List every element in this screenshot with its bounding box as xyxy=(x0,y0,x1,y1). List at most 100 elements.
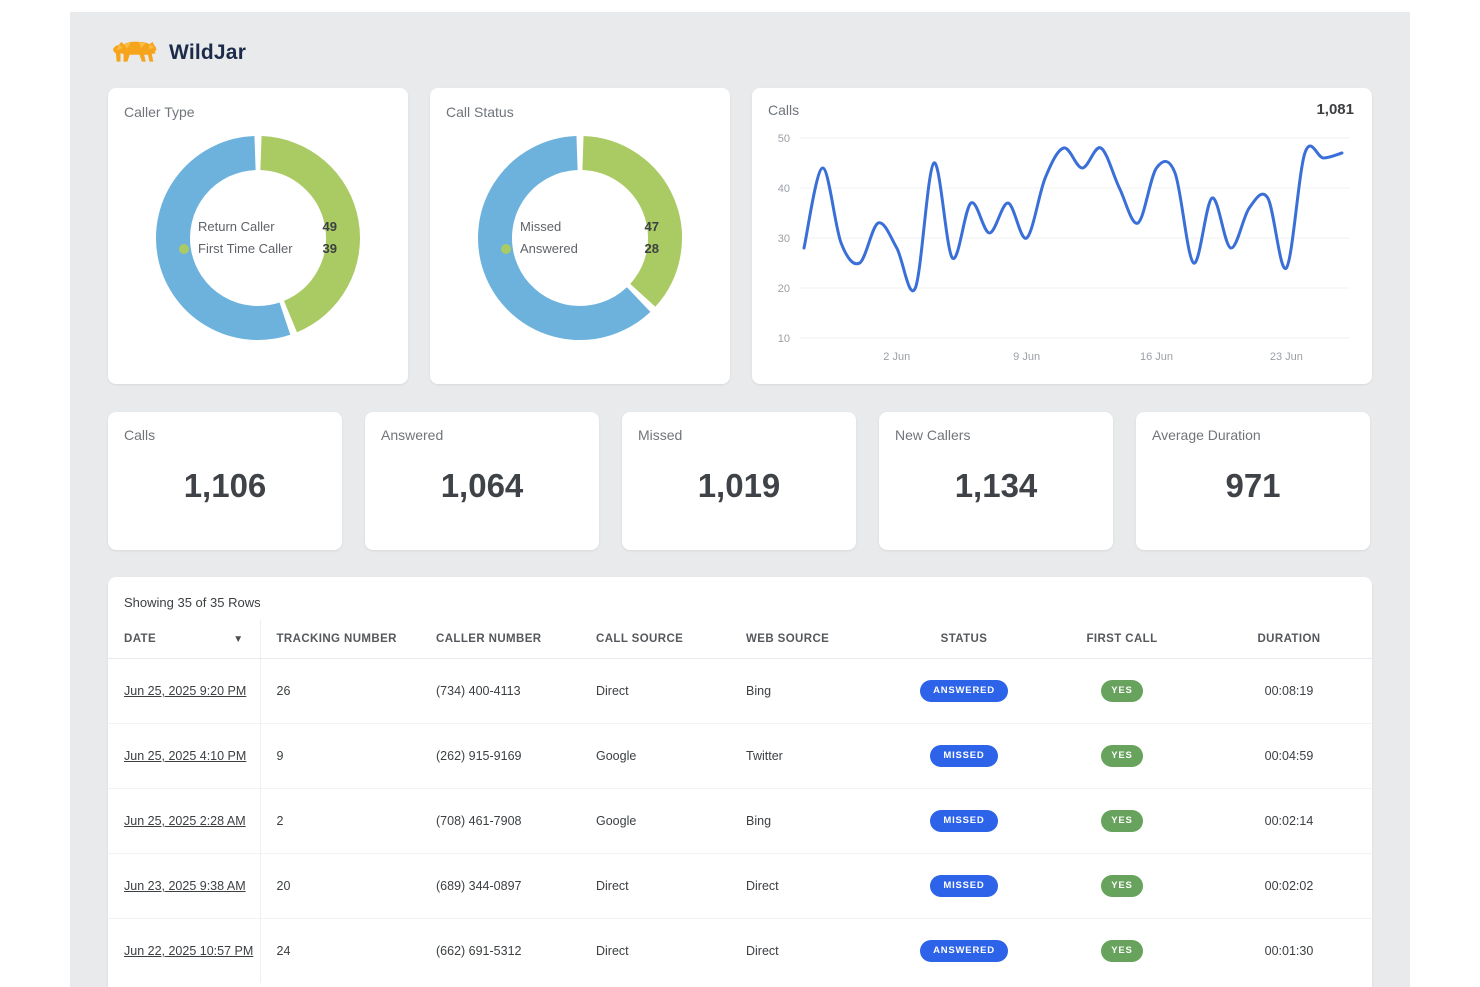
table-header-row: Date ▼ Tracking Number Caller Number Cal… xyxy=(108,620,1372,659)
stat-label: Answered xyxy=(381,427,444,443)
call-date-link[interactable]: Jun 25, 2025 4:10 PM xyxy=(124,749,247,763)
stat-value: 1,064 xyxy=(440,467,524,504)
table-row: Jun 25, 2025 2:28 AM 2 (708) 461-7908 Googl… xyxy=(108,788,1372,854)
first-call-badge: YES xyxy=(1101,810,1143,832)
first-call-badge: YES xyxy=(1101,680,1143,702)
x-axis-label: 16 Jun xyxy=(1140,351,1173,363)
cell-tracking-number: 2 xyxy=(260,788,420,854)
cell-status: MISSED xyxy=(890,853,1038,919)
stat-label: New Callers xyxy=(895,427,971,443)
stat-label: Calls xyxy=(124,427,156,443)
column-header-caller-number[interactable]: Caller Number xyxy=(420,620,580,659)
call-status-title: Call Status xyxy=(446,104,514,120)
cell-status: ANSWERED xyxy=(890,659,1038,724)
status-badge: ANSWERED xyxy=(920,680,1008,702)
stat-value: 971 xyxy=(1225,467,1281,504)
cell-caller-number: (734) 400-4113 xyxy=(436,684,521,698)
cell-first-call: YES xyxy=(1038,723,1206,789)
column-header-status[interactable]: Status xyxy=(890,620,1038,659)
column-header-tracking-number[interactable]: Tracking Number xyxy=(260,620,420,659)
status-badge: MISSED xyxy=(930,810,998,832)
call-date-link[interactable]: Jun 25, 2025 2:28 AM xyxy=(124,814,246,828)
stat-value: 1,019 xyxy=(697,467,781,504)
stat-label: Missed xyxy=(638,427,683,443)
brand-name: WildJar xyxy=(169,40,247,64)
stat-label: Average Duration xyxy=(1152,427,1261,443)
y-axis-label: 40 xyxy=(778,183,790,195)
cell-date: Jun 22, 2025 10:57 PM xyxy=(108,918,261,983)
call-date-link[interactable]: Jun 23, 2025 9:38 AM xyxy=(124,879,246,893)
stat-value: 1,106 xyxy=(183,467,267,504)
sort-descending-icon[interactable]: ▼ xyxy=(233,633,244,645)
cell-caller-number: (662) 691-5312 xyxy=(420,918,580,983)
stat-card-calls: Calls 1,106 xyxy=(108,412,342,550)
x-axis-label: 9 Jun xyxy=(1013,351,1040,363)
cell-first-call: YES xyxy=(1038,659,1206,724)
dashboard-panel: WildJar Caller Type Return Caller 49 Fir… xyxy=(70,12,1410,987)
first-call-badge: YES xyxy=(1101,940,1143,962)
cell-web-source: Direct xyxy=(730,853,890,919)
column-header-first-call[interactable]: First Call xyxy=(1038,620,1206,659)
legend-dot-green xyxy=(501,244,511,254)
cell-duration: 00:01:30 xyxy=(1206,918,1372,983)
y-axis-label: 10 xyxy=(778,333,790,345)
calls-table: Date ▼ Tracking Number Caller Number Cal… xyxy=(108,620,1372,983)
cell-first-call: YES xyxy=(1038,853,1206,919)
cell-date: Jun 25, 2025 9:20 PM xyxy=(108,658,261,724)
donut-segment xyxy=(156,136,291,340)
call-date-link[interactable]: Jun 22, 2025 10:57 PM xyxy=(124,944,254,958)
cell-caller-number: (689) 344-0897 xyxy=(420,853,580,919)
legend-item: Return Caller 49 xyxy=(179,216,337,238)
brand-header: WildJar xyxy=(112,38,246,67)
calls-trend-card: Calls 1,081 10 20 30 40 50 2 Jun 9 Jun 16 Jun 23… xyxy=(752,88,1372,384)
cell-caller-number: (708) 461-7908 xyxy=(420,788,580,854)
first-call-badge: YES xyxy=(1101,745,1143,767)
calls-line-chart: 10 20 30 40 50 2 Jun 9 Jun 16 Jun 23 Jun xyxy=(778,133,1350,363)
cell-call-source: Direct xyxy=(580,853,730,919)
caller-type-donut-chart xyxy=(156,136,360,340)
legend-dot-green xyxy=(179,244,189,254)
y-axis-label: 50 xyxy=(778,133,790,145)
table-row: Jun 25, 2025 9:20 PM 26 (734) 400-4113 Dire… xyxy=(108,658,1372,724)
caller-type-legend: Return Caller 49 First Time Caller 39 xyxy=(179,216,337,260)
y-axis-label: 20 xyxy=(778,283,790,295)
cell-tracking-number: 26 xyxy=(276,684,291,698)
calls-trend-header: Calls 1,081 xyxy=(752,88,1372,120)
cell-web-source: Bing xyxy=(746,684,772,698)
cell-duration: 00:04:59 xyxy=(1206,723,1372,789)
donut-segment xyxy=(581,136,682,307)
cell-status: MISSED xyxy=(890,788,1038,854)
cell-tracking-number: 24 xyxy=(260,918,420,983)
stat-card-answered: Answered 1,064 xyxy=(365,412,599,550)
stat-card-missed: Missed 1,019 xyxy=(622,412,856,550)
status-badge: ANSWERED xyxy=(920,940,1008,962)
cell-tracking-number: 20 xyxy=(260,853,420,919)
cell-call-source: Direct xyxy=(596,684,629,698)
table-row-count: Showing 35 of 35 Rows xyxy=(124,595,261,610)
cell-web-source: Twitter xyxy=(730,723,890,789)
call-date-link[interactable]: Jun 25, 2025 9:20 PM xyxy=(124,684,247,698)
stat-card-average-duration: Average Duration 971 xyxy=(1136,412,1370,550)
table-row: Jun 23, 2025 9:38 AM 20 (689) 344-0897 Dire… xyxy=(108,853,1372,919)
cell-web-source: Bing xyxy=(730,788,890,854)
legend-dot-blue xyxy=(501,222,511,232)
donut-segment xyxy=(259,136,360,333)
legend-item: First Time Caller 39 xyxy=(179,238,337,260)
y-axis-label: 30 xyxy=(778,233,790,245)
cell-date: Jun 23, 2025 9:38 AM xyxy=(108,853,261,919)
cell-tracking-number: 9 xyxy=(260,723,420,789)
legend-item: Answered 28 xyxy=(501,238,659,260)
column-header-web-source[interactable]: Web Source xyxy=(730,620,890,659)
status-badge: MISSED xyxy=(930,875,998,897)
table-row: Jun 25, 2025 4:10 PM 9 (262) 915-9169 Googl… xyxy=(108,723,1372,789)
legend-dot-blue xyxy=(179,222,189,232)
calls-table-card: Showing 35 of 35 Rows Date ▼ Tracking Nu… xyxy=(108,577,1372,987)
cell-first-call: YES xyxy=(1038,788,1206,854)
calls-line-series xyxy=(802,144,1344,293)
column-header-call-source[interactable]: Call Source xyxy=(580,620,730,659)
cell-date: Jun 25, 2025 2:28 AM xyxy=(108,788,261,854)
column-header-date[interactable]: Date ▼ xyxy=(108,620,261,659)
column-header-duration[interactable]: Duration xyxy=(1206,620,1372,659)
x-axis-label: 2 Jun xyxy=(883,351,910,363)
